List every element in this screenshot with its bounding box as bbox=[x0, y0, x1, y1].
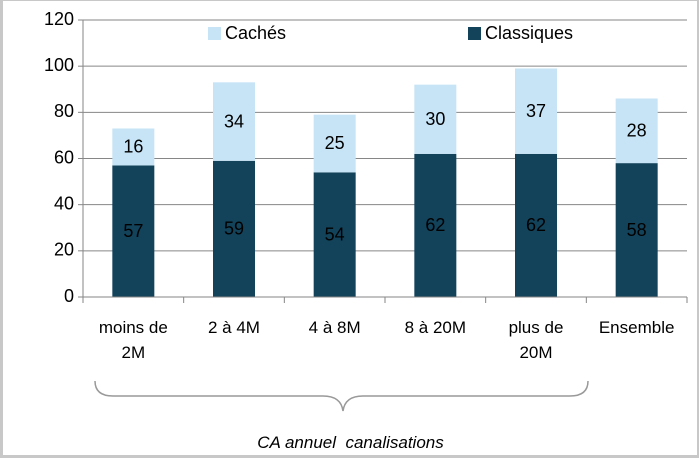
data-label: 34 bbox=[224, 111, 244, 131]
data-label: 62 bbox=[526, 215, 546, 235]
data-label: 37 bbox=[526, 101, 546, 121]
y-tick-label: 100 bbox=[44, 55, 74, 75]
data-label: 54 bbox=[325, 224, 345, 244]
data-label: 58 bbox=[627, 220, 647, 240]
legend-swatch bbox=[468, 27, 481, 40]
brace bbox=[94, 380, 589, 412]
bar-segment bbox=[515, 68, 557, 154]
x-axis-title: CA annuel canalisations bbox=[257, 433, 444, 452]
bar-segment bbox=[414, 153, 457, 297]
bar-segment bbox=[112, 128, 155, 166]
bar-segment bbox=[615, 163, 658, 297]
data-label: 62 bbox=[425, 215, 445, 235]
bar-segment bbox=[414, 84, 457, 154]
legend-swatch bbox=[208, 27, 221, 40]
y-tick-label: 40 bbox=[54, 193, 74, 213]
x-tick-label: Ensemble bbox=[598, 318, 675, 337]
data-label: 30 bbox=[425, 109, 445, 129]
bar-segment bbox=[615, 98, 658, 164]
x-tick-label: moins de 2M bbox=[98, 318, 168, 362]
bar-segment bbox=[313, 114, 356, 173]
data-label: 57 bbox=[123, 221, 143, 241]
legend-label: Cachés bbox=[225, 23, 286, 43]
data-label: 28 bbox=[627, 121, 647, 141]
chart-svg: 0 20 40 60 80 100 120 57 16 59 34 54 25 62 30 62 37 58 28 C… bbox=[44, 9, 688, 412]
bar-segment bbox=[213, 82, 255, 161]
x-tick-label: 8 à 20M bbox=[404, 318, 467, 337]
x-tick-label: plus de 20M bbox=[508, 318, 564, 362]
data-label: 16 bbox=[123, 137, 143, 157]
bar-segment bbox=[515, 153, 557, 297]
y-tick-label: 20 bbox=[54, 240, 74, 260]
y-tick-label: 60 bbox=[54, 147, 74, 167]
y-tick-label: 120 bbox=[44, 9, 74, 29]
bar-segment bbox=[313, 172, 356, 297]
bar-segment bbox=[213, 160, 255, 297]
data-label: 59 bbox=[224, 219, 244, 239]
bar-segment bbox=[112, 165, 155, 297]
x-tick-label: 4 à 8M bbox=[308, 318, 361, 337]
y-tick-label: 0 bbox=[64, 286, 74, 306]
legend-label: Classiques bbox=[485, 23, 573, 43]
y-tick-label: 80 bbox=[54, 101, 74, 121]
x-tick-label: 2 à 4M bbox=[208, 318, 260, 337]
data-label: 25 bbox=[325, 133, 345, 153]
